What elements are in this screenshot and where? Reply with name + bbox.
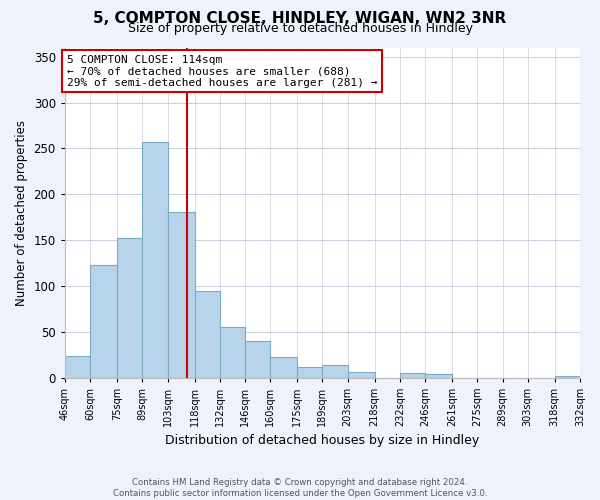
Bar (322, 365, 347, 378)
Text: 5, COMPTON CLOSE, HINDLEY, WIGAN, WN2 3NR: 5, COMPTON CLOSE, HINDLEY, WIGAN, WN2 3N… (94, 11, 506, 26)
Bar (117, 238, 142, 378)
Bar (167, 212, 194, 378)
Bar (425, 374, 452, 378)
Bar (297, 366, 322, 378)
Bar (555, 376, 580, 378)
Bar (245, 341, 270, 378)
Text: Size of property relative to detached houses in Hindley: Size of property relative to detached ho… (128, 22, 473, 35)
Bar (270, 358, 297, 378)
Bar (65, 356, 90, 378)
Text: 5 COMPTON CLOSE: 114sqm
← 70% of detached houses are smaller (688)
29% of semi-d: 5 COMPTON CLOSE: 114sqm ← 70% of detache… (67, 55, 377, 88)
Text: Contains HM Land Registry data © Crown copyright and database right 2024.
Contai: Contains HM Land Registry data © Crown c… (113, 478, 487, 498)
Bar (194, 290, 220, 378)
Y-axis label: Number of detached properties: Number of detached properties (15, 120, 28, 306)
Bar (400, 373, 425, 378)
X-axis label: Distribution of detached houses by size in Hindley: Distribution of detached houses by size … (165, 434, 479, 448)
Bar (142, 142, 167, 378)
Bar (90, 265, 117, 378)
Bar (220, 327, 245, 378)
Bar (347, 372, 374, 378)
